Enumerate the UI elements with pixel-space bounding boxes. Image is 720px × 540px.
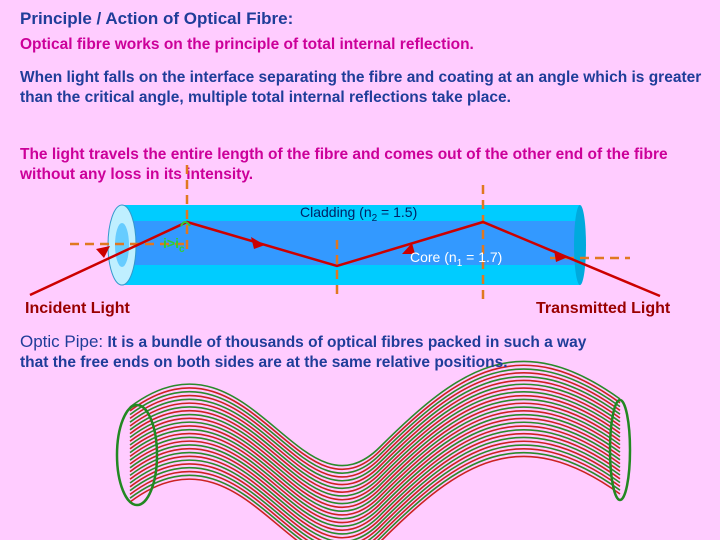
bundle-entry-face bbox=[115, 403, 159, 507]
incident-light-label: Incident Light bbox=[25, 300, 130, 317]
fibre-strand bbox=[129, 364, 621, 471]
optic-pipe-term: Optic Pipe: bbox=[20, 332, 104, 351]
transmitted-light-label: Transmitted Light bbox=[536, 300, 671, 317]
optic-pipe-description: Optic Pipe: It is a bundle of thousands … bbox=[20, 332, 710, 373]
optic-pipe-text-end: that the free ends on both sides are at … bbox=[20, 354, 508, 371]
fibre-strand bbox=[129, 413, 621, 520]
fibre-strand bbox=[129, 402, 621, 509]
fibre-exit-face bbox=[574, 205, 586, 285]
fibre-strand bbox=[129, 436, 621, 540]
fibre-strand bbox=[129, 368, 621, 474]
light-ray-path bbox=[29, 220, 661, 298]
fibre-strand bbox=[129, 394, 621, 501]
fibre-strand bbox=[129, 375, 621, 482]
core-label: Core (n1 = 1.7) bbox=[410, 249, 502, 269]
fibre-strand bbox=[129, 398, 621, 505]
fibre-strand bbox=[129, 379, 621, 486]
fibre-strand bbox=[129, 432, 621, 539]
incidence-angle-label: i>ic bbox=[163, 235, 185, 255]
fibre-strand bbox=[129, 383, 621, 490]
fibre-strand bbox=[129, 425, 621, 531]
normal-lines bbox=[70, 165, 630, 300]
intensity-explanation: The light travels the entire length of t… bbox=[20, 146, 668, 183]
optic-pipe-text-start: It is a bundle of thousands of optical f… bbox=[103, 334, 587, 351]
reflection-explanation: When light falls on the interface separa… bbox=[20, 69, 702, 106]
core-region bbox=[122, 221, 580, 265]
fibre-strand bbox=[129, 410, 621, 516]
fibre-strand bbox=[129, 417, 621, 524]
cladding-label: Cladding (n2 = 1.5) bbox=[300, 204, 417, 224]
fibre-strand bbox=[129, 451, 621, 540]
fibre-strand bbox=[129, 440, 621, 540]
bundle-exit-face bbox=[608, 398, 632, 502]
fibre-strand bbox=[129, 391, 621, 497]
fibre-strand bbox=[129, 360, 621, 467]
incident-arrow-head bbox=[96, 246, 110, 258]
fibre-strand bbox=[129, 372, 621, 478]
fibre-cylinder bbox=[107, 204, 586, 286]
fibre-strand bbox=[129, 448, 621, 540]
reflection-arrow-head-1 bbox=[251, 237, 265, 249]
fibre-strand bbox=[129, 429, 621, 535]
fibre-strand bbox=[129, 421, 621, 528]
page-title: Principle / Action of Optical Fibre: bbox=[20, 9, 294, 28]
principle-statement: Optical fibre works on the principle of … bbox=[20, 36, 474, 53]
fibre-strand bbox=[129, 387, 621, 493]
fibre-strand bbox=[129, 406, 621, 512]
angle-arc bbox=[180, 221, 191, 227]
optic-pipe-bundle bbox=[129, 360, 621, 540]
fibre-strand bbox=[129, 455, 621, 540]
exit-arrow-head bbox=[554, 250, 568, 262]
reflection-arrow-head-2 bbox=[402, 243, 415, 254]
